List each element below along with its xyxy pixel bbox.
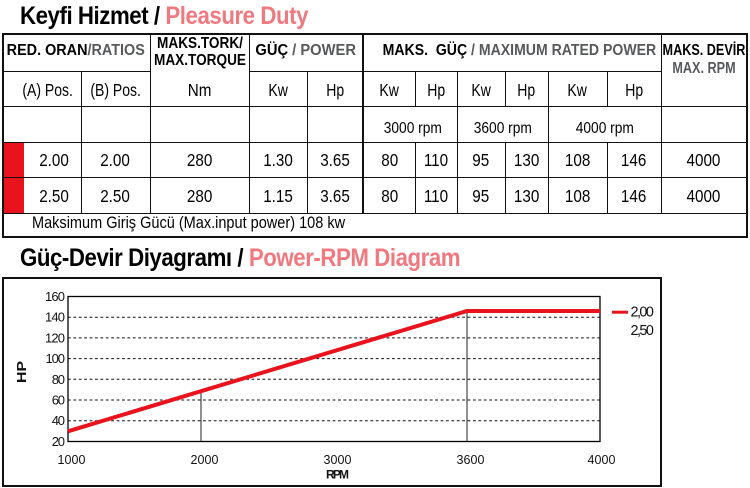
svg-text:80: 80 [52, 372, 65, 387]
svg-text:RPM: RPM [326, 468, 349, 482]
svg-text:2,50: 2,50 [631, 323, 654, 339]
svg-text:2,00: 2,00 [631, 305, 654, 321]
svg-text:3600: 3600 [457, 453, 485, 467]
svg-text:60: 60 [52, 393, 65, 408]
svg-text:100: 100 [46, 351, 66, 366]
svg-text:HP: HP [14, 361, 29, 383]
svg-text:3000: 3000 [324, 453, 352, 467]
svg-text:120: 120 [45, 330, 65, 345]
svg-text:140: 140 [45, 310, 65, 325]
svg-text:2000: 2000 [191, 453, 219, 467]
svg-text:160: 160 [45, 289, 65, 304]
svg-text:20: 20 [52, 434, 65, 449]
svg-text:4000: 4000 [588, 453, 616, 467]
svg-text:1000: 1000 [58, 453, 86, 467]
svg-text:40: 40 [52, 413, 65, 428]
